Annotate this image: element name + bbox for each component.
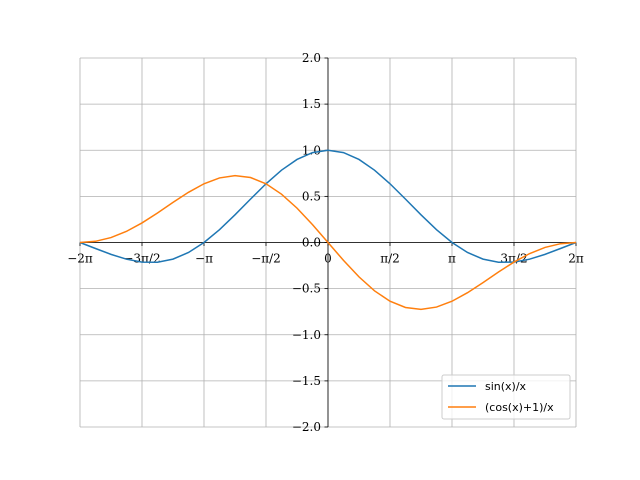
legend-label: (cos(x)+1)/x <box>485 401 554 414</box>
x-tick-label: −2π <box>67 252 93 266</box>
y-tick-label: 0.5 <box>302 189 321 203</box>
y-tick-label: 2.0 <box>302 51 321 65</box>
x-tick-label: π/2 <box>380 252 400 266</box>
y-tick-label: −2.0 <box>292 420 321 434</box>
y-tick-label: 1.5 <box>302 97 321 111</box>
x-tick-label: 3π/2 <box>500 252 527 266</box>
x-tick-label: 0 <box>324 252 332 266</box>
x-tick-label: −3π/2 <box>123 252 160 266</box>
line-series <box>79 149 577 263</box>
y-tick-label: −0.5 <box>292 282 321 296</box>
y-tick-label: 1.0 <box>302 143 321 157</box>
x-tick-label: −π/2 <box>251 252 281 266</box>
y-tick-label: −1.0 <box>292 328 321 342</box>
y-tick-label: −1.5 <box>292 374 321 388</box>
x-tick-label: 2π <box>568 252 584 266</box>
x-tick-label: −π <box>195 252 213 266</box>
legend-label: sin(x)/x <box>485 380 527 393</box>
x-tick-label: π <box>448 252 456 266</box>
line-series <box>79 174 577 311</box>
y-tick-label: 0.0 <box>302 236 321 250</box>
